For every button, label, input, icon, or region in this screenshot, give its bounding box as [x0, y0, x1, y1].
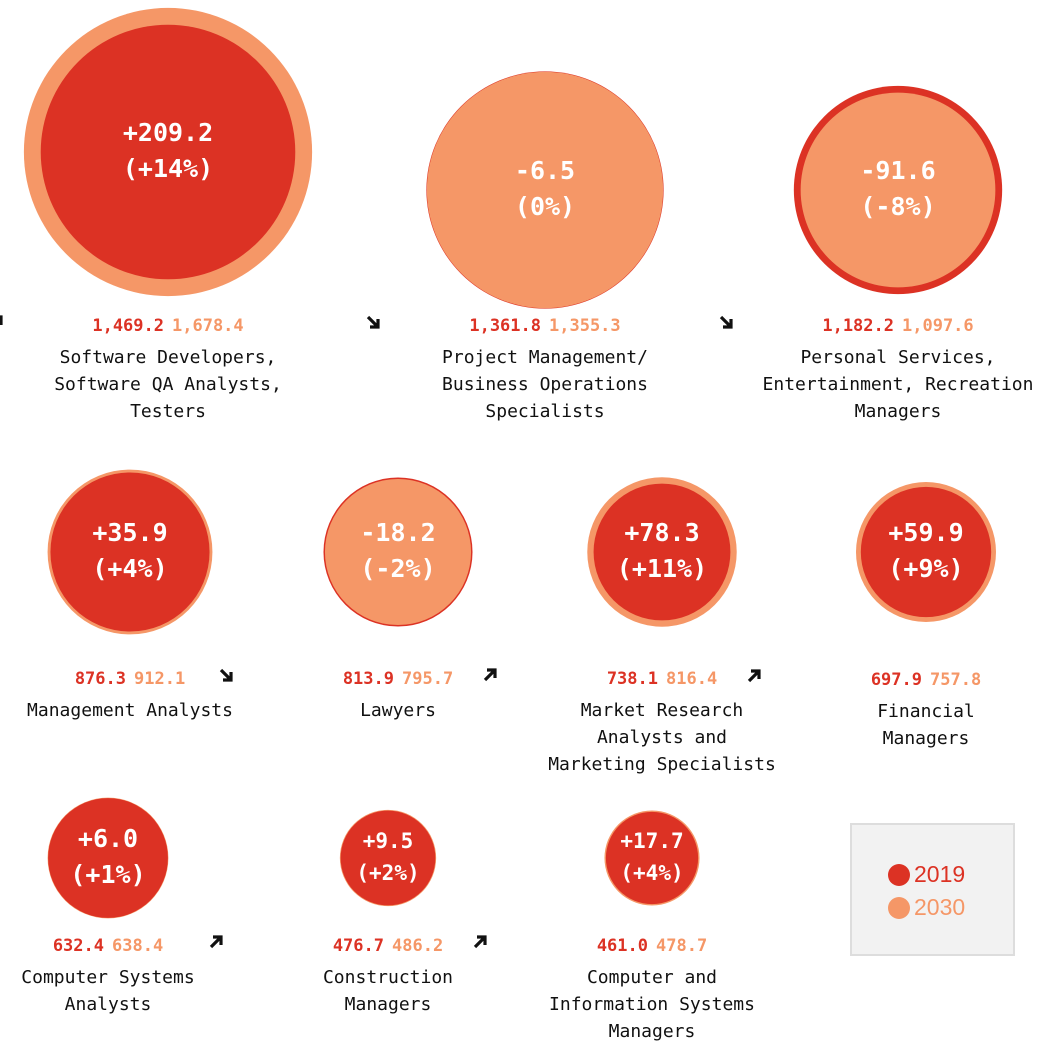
- legend: 2019 2030: [850, 823, 1015, 956]
- change-label: +78.3: [624, 518, 699, 547]
- trend-arrow: [473, 935, 487, 949]
- change-label: -18.2: [360, 518, 435, 547]
- value-row: 1,182.2 1,097.6: [718, 314, 1064, 338]
- category-label: Management Analysts: [27, 700, 233, 721]
- change-pct-label: (+4%): [620, 861, 683, 885]
- value-label: 795.7: [402, 669, 454, 689]
- item-labels: 738.1 816.4 Market Research Analysts and M…: [482, 667, 842, 778]
- change-label: -91.6: [860, 156, 935, 185]
- value-row: 697.9 757.8: [746, 668, 1064, 692]
- value-row: 1,361.8 1,355.3: [365, 314, 725, 338]
- value-label: 478.7: [656, 936, 708, 956]
- bubble: [593, 483, 731, 621]
- bubble: [860, 486, 992, 618]
- value-label: 476.7: [332, 936, 384, 956]
- change-label: +35.9: [92, 518, 167, 547]
- item-labels: 697.9 757.8 Financial Managers: [746, 668, 1064, 752]
- change-pct-label: (0%): [515, 192, 575, 221]
- value-label: 1,469.2: [92, 316, 164, 336]
- change-pct-label: (-2%): [360, 554, 435, 583]
- change-pct-label: (-8%): [860, 192, 935, 221]
- trend-arrow: [209, 935, 223, 949]
- item-labels: 461.0 478.7 Computer and Information Syste…: [472, 934, 832, 1045]
- trend-arrow: [719, 315, 733, 329]
- value-row: 1,469.2 1,678.4: [0, 314, 348, 338]
- item-labels: 1,182.2 1,097.6 Personal Services, Enterta…: [718, 314, 1064, 425]
- legend-label: 2030: [914, 894, 966, 920]
- legend-swatch: [888, 896, 910, 919]
- item-labels: 632.4 638.4 Computer Systems Analysts: [0, 934, 288, 1018]
- value-row: 476.7 486.2: [208, 934, 568, 958]
- value-label: 638.4: [112, 936, 164, 956]
- bubble: [426, 71, 664, 309]
- value-row: 738.1 816.4: [482, 667, 842, 691]
- legend-entry: 2019: [888, 861, 965, 888]
- value-row: 876.3 912.1: [0, 667, 310, 691]
- legend-entry: 2030: [888, 894, 965, 921]
- trend-arrow: [366, 315, 380, 329]
- value-label: 1,097.6: [902, 316, 974, 336]
- value-label: 813.9: [342, 669, 394, 689]
- change-pct-label: (+9%): [888, 554, 963, 583]
- item-labels: 876.3 912.1 Management Analysts: [0, 667, 310, 724]
- category-label: Personal Services, Entertainment, Recrea…: [762, 347, 1034, 422]
- value-label: 757.8: [930, 670, 982, 690]
- category-label: Project Management/ Business Operations …: [442, 347, 648, 422]
- value-label: 486.2: [392, 936, 444, 956]
- legend-swatch: [888, 863, 910, 886]
- trend-arrow: [747, 669, 761, 683]
- change-label: +6.0: [78, 824, 138, 853]
- value-row: 461.0 478.7: [472, 934, 832, 958]
- item-labels: 1,469.2 1,678.4 Software Developers, Softw…: [0, 314, 348, 425]
- value-label: 1,182.2: [822, 316, 894, 336]
- change-pct-label: (+2%): [356, 861, 419, 885]
- value-label: 632.4: [52, 936, 104, 956]
- trend-arrow: [0, 315, 3, 325]
- value-label: 697.9: [870, 670, 922, 690]
- item-labels: 1,361.8 1,355.3 Project Management/ Busine…: [365, 314, 725, 425]
- bubble: [324, 478, 472, 626]
- value-label: 1,678.4: [172, 316, 244, 336]
- value-label: 461.0: [596, 936, 648, 956]
- category-label: Computer and Information Systems Manager…: [549, 967, 755, 1042]
- value-label: 816.4: [666, 669, 718, 689]
- bubble: [605, 811, 699, 905]
- value-label: 876.3: [74, 669, 126, 689]
- change-label: +17.7: [620, 829, 683, 853]
- change-pct-label: (+4%): [92, 554, 167, 583]
- category-label: Market Research Analysts and Marketing S…: [548, 700, 776, 775]
- item-labels: 476.7 486.2 Construction Managers: [208, 934, 568, 1018]
- value-label: 1,361.8: [469, 316, 541, 336]
- value-row: 632.4 638.4: [0, 934, 288, 958]
- change-pct-label: (+14%): [123, 154, 213, 183]
- bubble: [40, 24, 296, 280]
- change-label: -6.5: [515, 156, 575, 185]
- value-row: 813.9 795.7: [218, 667, 578, 691]
- category-label: Construction Managers: [322, 967, 454, 1015]
- bubble: [50, 472, 210, 632]
- value-label: 1,355.3: [549, 316, 621, 336]
- change-label: +9.5: [363, 829, 414, 853]
- value-label: 912.1: [134, 669, 186, 689]
- category-label: Lawyers: [360, 700, 436, 721]
- bubble: [48, 798, 168, 918]
- category-label: Computer Systems Analysts: [21, 967, 195, 1015]
- trend-arrow: [219, 668, 233, 682]
- change-pct-label: (+1%): [70, 860, 145, 889]
- category-label: Financial Managers: [877, 701, 975, 749]
- change-label: +209.2: [123, 118, 213, 147]
- bubble: [800, 92, 996, 288]
- bubble: [340, 810, 436, 906]
- trend-arrow: [483, 668, 497, 682]
- change-label: +59.9: [888, 518, 963, 547]
- item-labels: 813.9 795.7 Lawyers: [218, 667, 578, 724]
- value-label: 738.1: [606, 669, 658, 689]
- category-label: Software Developers, Software QA Analyst…: [54, 347, 282, 422]
- legend-label: 2019: [914, 861, 966, 887]
- change-pct-label: (+11%): [617, 554, 707, 583]
